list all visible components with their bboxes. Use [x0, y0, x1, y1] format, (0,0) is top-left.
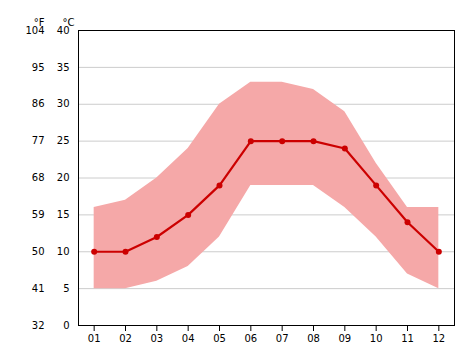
- svg-text:32: 32: [32, 320, 45, 331]
- svg-text:20: 20: [57, 172, 70, 183]
- svg-text:40: 40: [56, 24, 70, 36]
- svg-text:68: 68: [32, 172, 45, 183]
- svg-text:5: 5: [63, 283, 69, 294]
- svg-text:04: 04: [182, 333, 195, 344]
- svg-text:25: 25: [57, 135, 70, 146]
- svg-text:10: 10: [57, 246, 70, 257]
- svg-text:°C: °C: [63, 17, 75, 28]
- svg-text:02: 02: [119, 333, 132, 344]
- svg-text:12: 12: [432, 333, 445, 344]
- svg-text:05: 05: [213, 333, 226, 344]
- svg-text:10: 10: [370, 333, 383, 344]
- svg-text:06: 06: [244, 333, 257, 344]
- svg-text:03: 03: [150, 333, 163, 344]
- svg-text:59: 59: [32, 209, 45, 220]
- svg-text:30: 30: [57, 98, 70, 109]
- svg-text:35: 35: [57, 62, 70, 73]
- svg-text:104: 104: [25, 24, 45, 36]
- svg-text:41: 41: [32, 283, 45, 294]
- svg-text:08: 08: [307, 333, 320, 344]
- svg-text:15: 15: [57, 209, 70, 220]
- svg-text:07: 07: [276, 333, 289, 344]
- svg-text:86: 86: [32, 98, 45, 109]
- svg-text:°F: °F: [34, 17, 45, 28]
- svg-text:50: 50: [32, 246, 45, 257]
- svg-text:95: 95: [32, 62, 45, 73]
- svg-text:11: 11: [401, 333, 414, 344]
- svg-text:77: 77: [32, 135, 45, 146]
- svg-text:09: 09: [338, 333, 351, 344]
- svg-text:01: 01: [88, 333, 101, 344]
- svg-text:0: 0: [63, 320, 69, 331]
